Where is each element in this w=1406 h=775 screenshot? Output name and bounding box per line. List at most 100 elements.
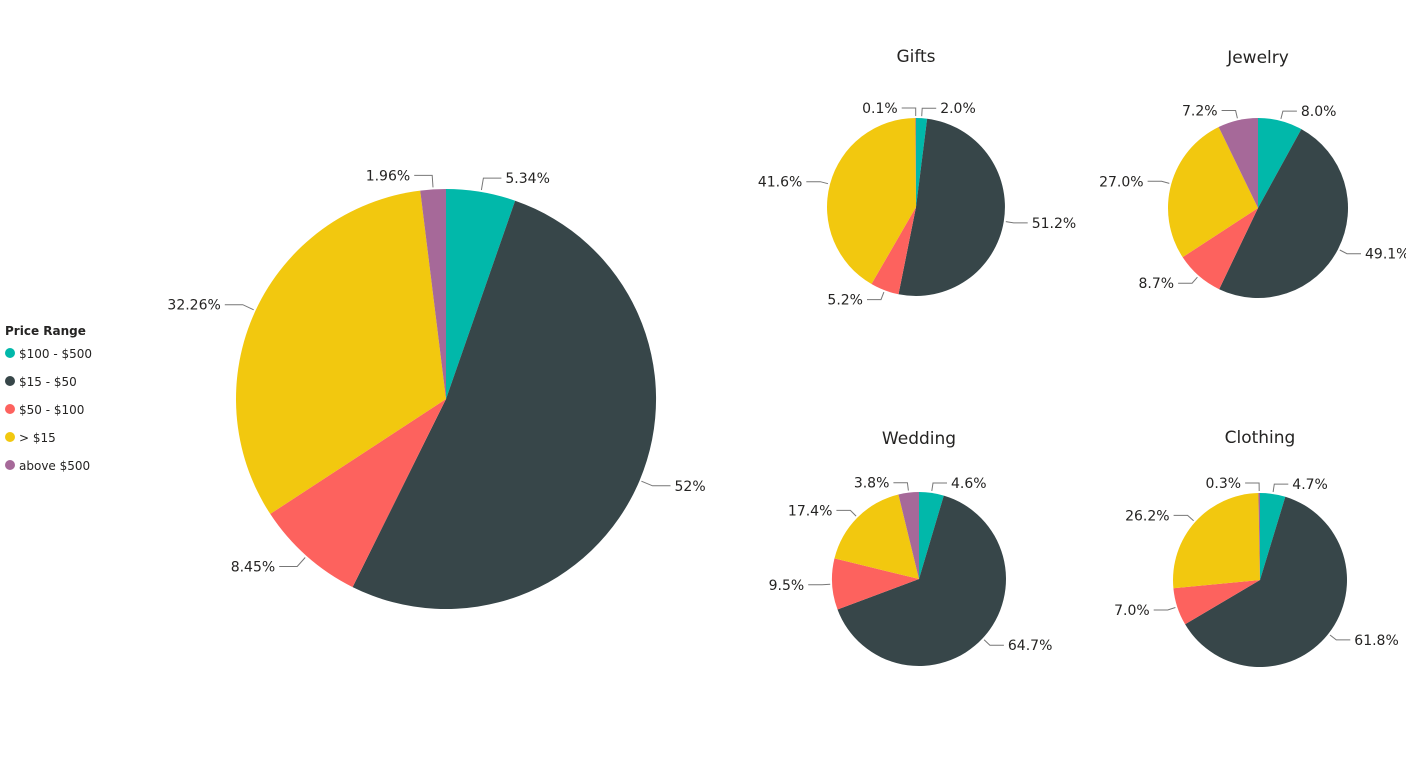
pie-clothing: Clothing 4.7% 61.8% 7.0% 26.2% 0.3% — [1114, 428, 1399, 668]
leader-line — [1005, 221, 1028, 224]
legend-item-50-100[interactable]: $50 - $100 — [5, 396, 92, 424]
legend-swatch — [5, 460, 15, 470]
legend-item-label: $50 - $100 — [19, 403, 85, 417]
leader-line — [1153, 607, 1176, 611]
leader-line — [1173, 514, 1194, 522]
data-label: 61.8% — [1354, 633, 1398, 649]
data-label: 8.7% — [1139, 276, 1175, 292]
legend-item-label: > $15 — [19, 431, 56, 445]
data-label: 32.26% — [167, 298, 220, 314]
data-label: 52% — [675, 479, 706, 495]
legend-swatch — [5, 348, 15, 358]
leader-line — [1280, 110, 1297, 120]
data-label: 51.2% — [1032, 216, 1076, 232]
leader-line — [641, 480, 671, 487]
pie-slice-above-500[interactable] — [1258, 493, 1260, 580]
leader-line — [1147, 180, 1170, 184]
pie-slice-100-500[interactable] — [1258, 118, 1302, 208]
pie-slice-100-500[interactable] — [446, 189, 516, 399]
data-label: 0.1% — [862, 101, 898, 117]
leader-line — [279, 557, 306, 567]
pie-slice-above-500[interactable] — [420, 189, 446, 399]
data-label: 3.8% — [854, 476, 890, 492]
pie-slice-100-500[interactable] — [1260, 493, 1286, 580]
legend-item-label: $15 - $50 — [19, 375, 77, 389]
data-label: 7.2% — [1182, 104, 1218, 120]
pie-slice-100-500[interactable] — [916, 118, 928, 207]
legend-item-above-500[interactable]: above $500 — [5, 452, 92, 480]
pie-slice-above-500[interactable] — [1218, 118, 1258, 208]
pie-overall: 5.34% 52% 8.45% 32.26% 1.96% — [167, 168, 706, 610]
leader-line — [983, 639, 1004, 646]
pie-slice-50-100[interactable] — [1182, 208, 1258, 290]
data-label: 8.45% — [231, 560, 275, 576]
pie-slice-15-50[interactable] — [352, 200, 657, 610]
legend: Price Range $100 - $500 $15 - $50 $50 - … — [5, 322, 92, 480]
data-label: 0.3% — [1206, 476, 1242, 492]
data-label: 1.96% — [366, 168, 410, 184]
leader-line — [1178, 276, 1198, 284]
legend-item-label: above $500 — [19, 459, 91, 473]
leader-line — [1245, 482, 1260, 492]
leader-line — [921, 107, 937, 117]
pie-slice-50-100[interactable] — [871, 207, 916, 295]
data-label: 27.0% — [1099, 174, 1143, 190]
pie-slice-under-15[interactable] — [1167, 127, 1258, 258]
chart-title: Jewelry — [1226, 48, 1289, 68]
chart-title: Gifts — [896, 47, 935, 67]
pie-gifts: Gifts 2.0% 51.2% 5.2% 41.6% 0.1% — [758, 47, 1076, 309]
pie-slice-15-50[interactable] — [837, 495, 1006, 666]
pie-slice-50-100[interactable] — [270, 399, 446, 588]
leader-line — [1272, 483, 1289, 493]
leader-line — [1329, 634, 1351, 641]
pie-slice-15-50[interactable] — [1185, 496, 1348, 668]
data-label: 64.7% — [1008, 638, 1052, 654]
data-label: 41.6% — [758, 175, 802, 191]
data-label: 7.0% — [1114, 603, 1150, 619]
data-label: 8.0% — [1301, 104, 1337, 120]
leader-line — [1221, 110, 1238, 119]
pie-slice-under-15[interactable] — [827, 118, 916, 285]
legend-swatch — [5, 376, 15, 386]
data-label: 4.6% — [951, 476, 987, 492]
pie-slice-15-50[interactable] — [1219, 129, 1349, 299]
pie-slice-above-500[interactable] — [915, 117, 916, 207]
legend-item-15-50[interactable]: $15 - $50 — [5, 368, 92, 396]
pie-slice-100-500[interactable] — [919, 492, 944, 579]
pie-slice-50-100[interactable] — [1173, 580, 1260, 625]
data-label: 5.2% — [827, 293, 863, 309]
pie-slice-under-15[interactable] — [834, 494, 919, 579]
legend-item-under-15[interactable]: > $15 — [5, 424, 92, 452]
chart-title: Wedding — [882, 429, 956, 449]
data-label: 9.5% — [769, 578, 805, 594]
leader-line — [224, 304, 254, 311]
leader-line — [893, 482, 909, 491]
pie-slice-above-500[interactable] — [898, 492, 919, 579]
leader-line — [836, 509, 857, 517]
pie-jewelry: Jewelry 8.0% 49.1% 8.7% 27.0% 7.2% — [1099, 48, 1406, 299]
leader-line — [806, 181, 829, 185]
leader-line — [867, 291, 885, 301]
pie-slice-15-50[interactable] — [898, 118, 1005, 296]
pie-slice-under-15[interactable] — [235, 190, 446, 514]
leader-line — [901, 107, 917, 116]
legend-item-label: $100 - $500 — [19, 347, 93, 361]
leader-line — [414, 174, 434, 188]
legend-swatch — [5, 404, 15, 414]
data-label: 5.34% — [505, 171, 549, 187]
data-label: 49.1% — [1365, 247, 1406, 263]
data-label: 17.4% — [788, 503, 832, 519]
pie-slice-50-100[interactable] — [831, 558, 919, 610]
legend-item-100-500[interactable]: $100 - $500 — [5, 340, 92, 368]
data-label: 4.7% — [1292, 477, 1328, 493]
data-label: 2.0% — [940, 101, 976, 117]
chart-title: Clothing — [1225, 428, 1296, 448]
leader-line — [808, 583, 831, 586]
legend-swatch — [5, 432, 15, 442]
leader-line — [931, 482, 947, 491]
leader-line — [480, 177, 502, 191]
pie-wedding: Wedding 4.6% 64.7% 9.5% 17.4% 3.8% — [769, 429, 1052, 666]
legend-title: Price Range — [5, 324, 86, 338]
pie-slice-under-15[interactable] — [1173, 493, 1260, 589]
